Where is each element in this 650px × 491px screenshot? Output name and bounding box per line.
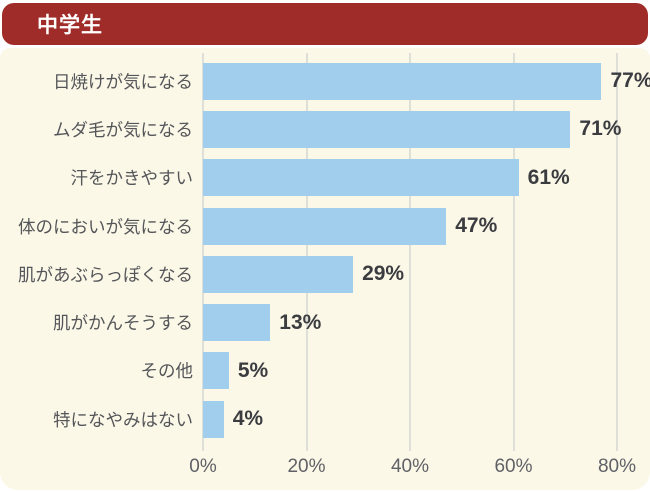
bar-track: 5% [203, 352, 650, 390]
gridline [409, 53, 411, 451]
category-label: 汗をかきやすい [70, 168, 194, 189]
value-label: 4% [232, 407, 264, 431]
chart-row: 日焼けが気になる 77% [0, 57, 650, 105]
chart-panel: 日焼けが気になる 77% ムダ毛が気になる 71% 汗をかきやすい 61% 体の… [0, 48, 650, 490]
plot-area [202, 53, 618, 451]
bar-track: 77% [203, 62, 650, 100]
value-label: 13% [279, 310, 322, 334]
bar [203, 255, 354, 293]
bar-track: 71% [203, 110, 650, 148]
category-label: ムダ毛が気になる [53, 119, 193, 140]
axis-tick-label: 40% [390, 456, 430, 477]
gridline [202, 53, 204, 451]
gridline [616, 53, 618, 451]
gridline [305, 53, 308, 451]
bar-track: 29% [203, 255, 650, 293]
value-label: 61% [527, 165, 570, 189]
chart-row: 肌がかんそうする 13% [0, 298, 650, 346]
category-label: 特になやみはない [53, 409, 193, 430]
axis-tick-label: 20% [287, 456, 326, 477]
category-label: 肌があぶらっぽくなる [18, 264, 193, 285]
chart-row: 体のにおいが気になる 47% [0, 202, 650, 250]
value-label: 47% [455, 214, 498, 238]
bar-track: 61% [203, 159, 650, 197]
page-title: 中学生 [37, 14, 103, 37]
chart-row: その他 5% [0, 347, 650, 395]
bar-track: 13% [203, 304, 650, 342]
x-axis: 0% 20% 40% 60% 80% [189, 456, 636, 482]
bar [203, 159, 519, 197]
value-label: 5% [237, 358, 269, 382]
bar [203, 304, 271, 342]
chart-row: 汗をかきやすい 61% [0, 154, 650, 202]
bar [203, 352, 229, 390]
category-label: 肌がかんそうする [53, 313, 193, 334]
bar [203, 110, 571, 148]
value-label: 29% [362, 262, 405, 286]
chart-row: 特になやみはない 4% [0, 395, 650, 443]
category-label: その他 [140, 361, 194, 382]
gridline [512, 53, 515, 451]
bar [203, 400, 224, 438]
value-label: 77% [610, 69, 650, 93]
bar [203, 62, 602, 100]
axis-tick-label: 60% [494, 456, 533, 477]
chart-row: 肌があぶらっぽくなる 29% [0, 250, 650, 298]
axis-tick-label: 0% [189, 456, 217, 477]
category-label: 日焼けが気になる [53, 71, 193, 92]
bar-track: 47% [203, 207, 650, 245]
chart-row: ムダ毛が気になる 71% [0, 105, 650, 153]
value-label: 71% [579, 117, 622, 141]
bar-track: 4% [203, 400, 650, 438]
bar-rows: 日焼けが気になる 77% ムダ毛が気になる 71% 汗をかきやすい 61% 体の… [0, 57, 650, 443]
header-bar: 中学生 [2, 3, 648, 45]
category-label: 体のにおいが気になる [18, 216, 193, 237]
bar [203, 207, 447, 245]
axis-tick-label: 80% [597, 456, 637, 477]
